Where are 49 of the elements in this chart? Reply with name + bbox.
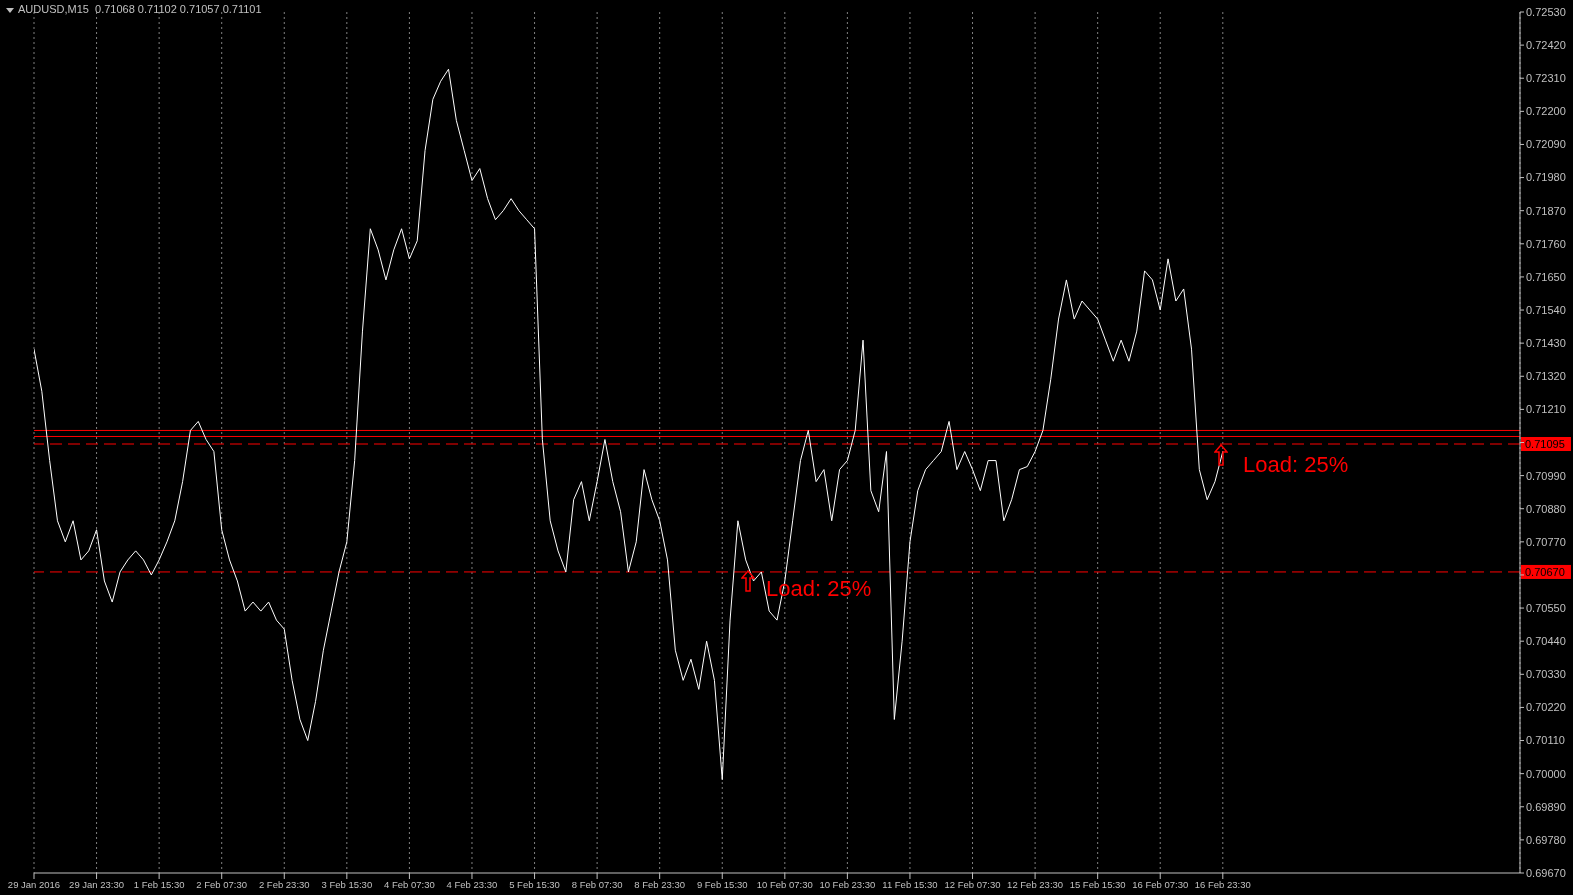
x-tick-label: 8 Feb 07:30 [571,878,623,890]
y-tick-label: 0.70880 [1526,502,1566,515]
x-tick-label: 2 Feb 07:30 [196,878,248,890]
y-tick-label: 0.72090 [1526,138,1566,151]
x-tick-label: 29 Jan 23:30 [69,878,125,890]
y-tick-label: 0.72200 [1526,105,1566,118]
ref-line-label: 0.70670 [1525,565,1565,578]
y-tick-label: 0.71320 [1526,370,1566,383]
x-tick-label: 9 Feb 15:30 [696,878,748,890]
y-tick-label: 0.70330 [1526,668,1566,681]
y-tick-label: 0.71980 [1526,171,1566,184]
y-tick-label: 0.69780 [1526,833,1566,846]
chart-title: AUDUSD,M15 0.71068 0.71102 0.71057 0.71101 [18,3,262,15]
annotation: Load: 25% [1243,452,1349,478]
x-tick-label: 12 Feb 23:30 [1007,878,1064,890]
y-tick-label: 0.71430 [1526,337,1566,350]
x-tick-label: 2 Feb 23:30 [258,878,310,890]
ref-line-label: 0.71095 [1525,438,1565,451]
y-tick-label: 0.70990 [1526,469,1566,482]
y-tick-label: 0.69670 [1526,866,1566,879]
x-tick-label: 15 Feb 15:30 [1069,878,1126,890]
x-tick-label: 4 Feb 23:30 [446,878,498,890]
x-tick-label: 4 Feb 07:30 [384,878,435,890]
x-tick-label: 29 Jan 2016 [7,878,61,890]
y-tick-label: 0.71870 [1526,204,1566,217]
x-tick-label: 8 Feb 23:30 [634,878,686,890]
y-tick-label: 0.71760 [1526,237,1566,250]
x-tick-label: 16 Feb 07:30 [1132,878,1189,890]
y-tick-label: 0.70550 [1526,601,1566,614]
x-tick-label: 16 Feb 23:30 [1194,878,1251,890]
y-tick-label: 0.72310 [1526,72,1566,85]
y-tick-label: 0.72530 [1526,5,1566,18]
y-tick-label: 0.71540 [1526,303,1566,316]
y-tick-label: 0.71210 [1526,403,1566,416]
y-tick-label: 0.70000 [1526,767,1566,780]
y-tick-label: 0.72420 [1526,39,1566,52]
x-tick-label: 3 Feb 15:30 [321,878,373,890]
y-tick-label: 0.69890 [1526,800,1566,813]
y-tick-label: 0.70440 [1526,635,1566,648]
x-tick-label: 1 Feb 15:30 [133,878,185,890]
x-tick-label: 11 Feb 15:30 [882,878,938,890]
y-tick-label: 0.71650 [1526,270,1566,283]
x-tick-label: 5 Feb 15:30 [509,878,560,890]
x-tick-label: 10 Feb 07:30 [756,878,813,890]
y-tick-label: 0.70110 [1526,734,1565,747]
x-tick-label: 12 Feb 07:30 [944,878,1001,890]
y-tick-label: 0.70220 [1526,701,1566,714]
y-tick-label: 0.70770 [1526,535,1566,548]
x-tick-label: 10 Feb 23:30 [819,878,876,890]
